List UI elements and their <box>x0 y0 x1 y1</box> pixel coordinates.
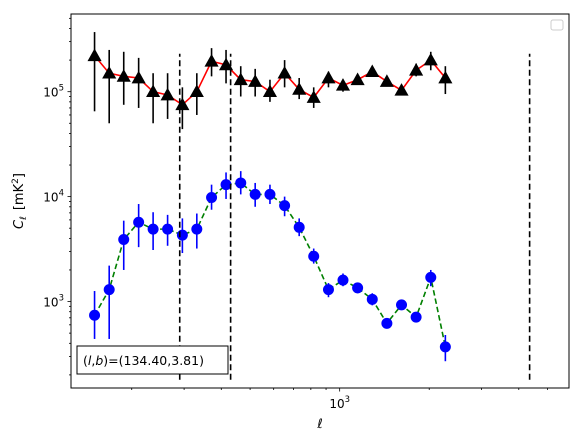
annotation-l: l <box>88 353 92 368</box>
annotation-rest: )=(134.40,3.81) <box>103 353 204 368</box>
triangle-series-point <box>116 69 131 82</box>
triangle-series-point <box>438 70 453 84</box>
circle-series-point <box>308 250 320 262</box>
triangle-series-point <box>423 52 438 66</box>
y-tick-label-exp: 4 <box>59 189 64 199</box>
y-axis-label: Cℓ [mK2] <box>11 173 29 229</box>
annotation: (l,b)=(134.40,3.81) <box>76 345 229 375</box>
circle-series-point <box>337 274 349 286</box>
y-tick-label-base: 10 <box>43 191 58 205</box>
circle-series-point <box>162 223 174 235</box>
circle-series-point <box>206 192 218 204</box>
triangle-series-point <box>292 82 307 95</box>
circle-series-point <box>352 282 364 294</box>
y-axis-label-sub: ℓ <box>19 216 29 221</box>
triangle-series-point <box>248 74 263 87</box>
y-axis-label-unit: [mK <box>12 183 27 210</box>
y-tick-label: 104 <box>43 189 64 205</box>
triangle-series-point <box>350 72 365 86</box>
triangle-series-point <box>189 84 204 98</box>
x-tick-label-exp: 3 <box>345 395 350 405</box>
x-axis-label: ℓ <box>316 417 322 432</box>
triangle-series-point <box>131 70 146 84</box>
triangle-series-point <box>87 48 102 62</box>
annotation-b: b <box>95 353 103 368</box>
circle-series-point <box>410 311 422 323</box>
circle-series-point <box>425 271 437 283</box>
circle-series-point <box>264 188 276 200</box>
legend-box[interactable] <box>550 19 564 31</box>
triangle-series-point <box>102 65 117 79</box>
triangle-series-point <box>233 72 248 86</box>
y-tick-label: 105 <box>43 84 64 100</box>
annotation-text: (l,b)=(134.40,3.81) <box>83 353 204 368</box>
triangle-series-point <box>379 74 394 87</box>
circle-series-point <box>249 188 261 200</box>
circle-series-point <box>220 179 232 191</box>
circle-series-point <box>103 284 115 296</box>
y-tick-label-base: 10 <box>43 296 58 310</box>
triangle-series-point <box>218 57 234 71</box>
circle-series-point <box>176 229 188 241</box>
circle-series-point <box>279 200 291 212</box>
triangle-series-point <box>409 63 424 76</box>
y-axis-label-main: C <box>12 219 27 229</box>
circle-series-point <box>147 223 159 235</box>
vertical-lines-layer <box>178 53 531 380</box>
triangle-series-point <box>160 87 175 101</box>
circle-series-point <box>133 216 145 228</box>
annotation-prefix: ( <box>83 353 88 368</box>
y-axis-label-unit-close: ] <box>12 173 27 178</box>
y-tick-label: 103 <box>43 294 64 310</box>
triangle-series-point <box>306 90 321 103</box>
circle-series-point <box>322 284 334 296</box>
y-tick-label-exp: 5 <box>59 84 64 94</box>
circle-series-point <box>191 223 203 235</box>
triangle-series-point <box>204 54 219 67</box>
circle-series-point <box>381 317 393 329</box>
circle-series-point <box>293 221 305 233</box>
triangle-series-point <box>146 84 161 98</box>
triangle-series-point <box>321 70 336 84</box>
triangle-series-point <box>394 83 409 96</box>
triangle-series-point <box>277 65 292 79</box>
circle-series-point <box>396 299 408 311</box>
circle-series-point <box>366 293 378 305</box>
circle-series-point <box>118 234 130 246</box>
plot-area-frame <box>70 13 570 389</box>
x-tick-label: 103 <box>329 395 350 411</box>
triangle-series-point <box>365 64 380 78</box>
annotation-box <box>76 345 229 375</box>
triangle-series-point <box>335 78 351 91</box>
annotation-comma: , <box>91 353 95 368</box>
y-tick-label-exp: 3 <box>59 294 64 304</box>
series-layer <box>87 32 453 362</box>
circle-series-point <box>89 309 101 321</box>
x-tick-label-base: 10 <box>329 397 344 411</box>
triangle-series-point <box>262 84 278 98</box>
y-axis-label-unit-sup: 2 <box>11 178 21 184</box>
circle-series-point <box>439 341 451 353</box>
circle-series-point <box>235 177 247 189</box>
y-tick-label-base: 10 <box>43 86 58 100</box>
